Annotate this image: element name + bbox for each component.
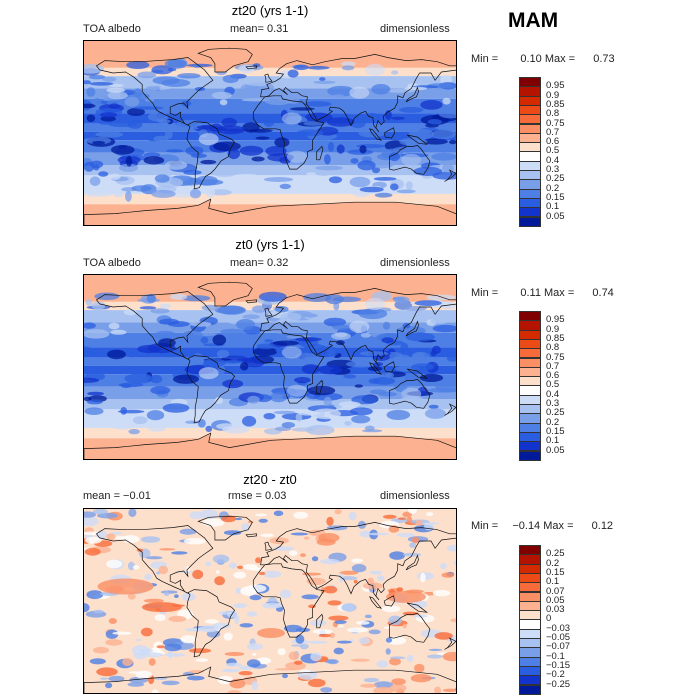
map-field [84, 41, 456, 225]
colorbar-tick-label: 0 [546, 613, 552, 625]
season-label: MAM [508, 9, 559, 32]
panel-3-min-value: −0.14 [512, 520, 541, 532]
colorbar-swatch [519, 450, 541, 461]
colorbar-tick-label: 0.85 [546, 98, 565, 110]
panel-2-variable-label: TOA albedo [83, 257, 141, 269]
colorbar-tick-label: 0.15 [546, 425, 565, 437]
colorbar-tick-label: 0.7 [546, 360, 560, 372]
colorbar-tick-label: 0.2 [546, 416, 560, 428]
colorbar-tick-label: 0.25 [546, 407, 565, 419]
colorbar-tick-label: 0.3 [546, 164, 560, 175]
panel-1-units-label: dimensionless [380, 23, 450, 35]
panel-1-stats: Min = 0.10 Max = 0.73 [471, 54, 615, 65]
panel-3-min-label: Min = [471, 520, 499, 532]
colorbar-tick-label: 0.05 [546, 210, 565, 222]
colorbar-tick-label: −0.15 [546, 659, 571, 671]
colorbar-tick-label: 0.05 [546, 594, 565, 606]
panel-3-max-value: 0.12 [591, 520, 614, 532]
colorbar-tick-label: 0.05 [546, 444, 565, 456]
panel-1-max-value: 0.73 [593, 53, 615, 65]
colorbar-tick-label: 0.6 [546, 136, 560, 148]
panel-2-units-label: dimensionless [380, 257, 450, 269]
panel-1-min-label: Min = [471, 53, 499, 65]
panel-2-max-label: Max = [544, 287, 575, 299]
colorbar-tick-label: 0.15 [546, 191, 565, 203]
colorbar-tick-label: 0.95 [546, 314, 565, 326]
colorbar-tick-label: −0.2 [546, 669, 565, 681]
panel-3-units-label: dimensionless [380, 490, 450, 502]
panel-1-variable-label: TOA albedo [83, 23, 141, 35]
colorbar-tick-label: 0.9 [546, 323, 560, 335]
panel-3-map [83, 508, 457, 694]
colorbar-swatch [519, 684, 541, 695]
colorbar-tick-label: 0.9 [546, 89, 560, 101]
colorbar-tick-label: 0.85 [546, 332, 565, 344]
panel-1-min-value: 0.10 [520, 53, 542, 65]
panel-3-mean-label: mean = −0.01 [83, 490, 151, 502]
panel-3-stats: Min = −0.14 Max = 0.12 [471, 521, 613, 532]
colorbar-tick-label: 0.1 [546, 576, 560, 588]
panel-1-mean-label: mean= 0.31 [230, 23, 289, 35]
panel-2-title: zt0 (yrs 1-1) [235, 237, 305, 252]
panel-1-map [83, 40, 457, 226]
colorbar-tick-label: 0.1 [546, 201, 560, 213]
colorbar-tick-label: 0.03 [546, 604, 565, 616]
colorbar-tick-label: 0.07 [546, 585, 565, 597]
colorbar-tick-label: −0.03 [546, 622, 571, 634]
colorbar-tick-label: 0.1 [546, 435, 560, 447]
colorbar-swatch [519, 216, 541, 227]
map-field [84, 509, 456, 693]
colorbar-tick-label: 0.4 [546, 154, 560, 166]
colorbar-tick-label: 0.7 [546, 126, 560, 138]
panel-2-max-value: 0.74 [592, 287, 614, 299]
colorbar-tick-label: −0.07 [546, 641, 571, 653]
colorbar-tick-label: 0.5 [546, 145, 560, 157]
panel-1-max-label: Max = [544, 53, 576, 65]
colorbar-tick-label: −0.05 [546, 632, 571, 643]
panel-2-mean-label: mean= 0.32 [230, 257, 289, 269]
colorbar-tick-label: 0.25 [546, 548, 565, 560]
panel-2-min-label: Min = [471, 287, 499, 299]
colorbar-tick-label: 0.6 [546, 370, 560, 382]
panel-2-min-value: 0.11 [520, 287, 541, 299]
colorbar-tick-label: 0.95 [546, 80, 565, 92]
colorbar-tick-label: 0.3 [546, 398, 560, 409]
panel-3-title: zt20 - zt0 [243, 472, 297, 487]
colorbar-tick-label: 0.15 [546, 566, 565, 578]
panel-2-map [83, 274, 457, 460]
panel-1-title: zt20 (yrs 1-1) [231, 3, 309, 18]
colorbar-tick-label: 0.8 [546, 342, 560, 354]
colorbar-tick-label: 0.25 [546, 173, 565, 185]
colorbar-tick-label: 0.4 [546, 388, 560, 400]
panel-3-max-label: Max = [543, 520, 574, 532]
colorbar-tick-label: −0.25 [546, 678, 571, 690]
colorbar-tick-label: 0.2 [546, 182, 560, 194]
colorbar-tick-label: 0.8 [546, 108, 560, 120]
map-field [84, 275, 456, 459]
colorbar-tick-label: 0.75 [546, 351, 565, 363]
panel-3-rmse-label: rmse = 0.03 [228, 490, 287, 502]
colorbar-tick-label: 0.75 [546, 117, 565, 129]
colorbar-tick-label: 0.5 [546, 379, 560, 391]
colorbar-tick-label: −0.1 [546, 650, 565, 662]
panel-2-stats: Min = 0.11 Max = 0.74 [471, 288, 614, 299]
colorbar-tick-label: 0.2 [546, 557, 560, 569]
